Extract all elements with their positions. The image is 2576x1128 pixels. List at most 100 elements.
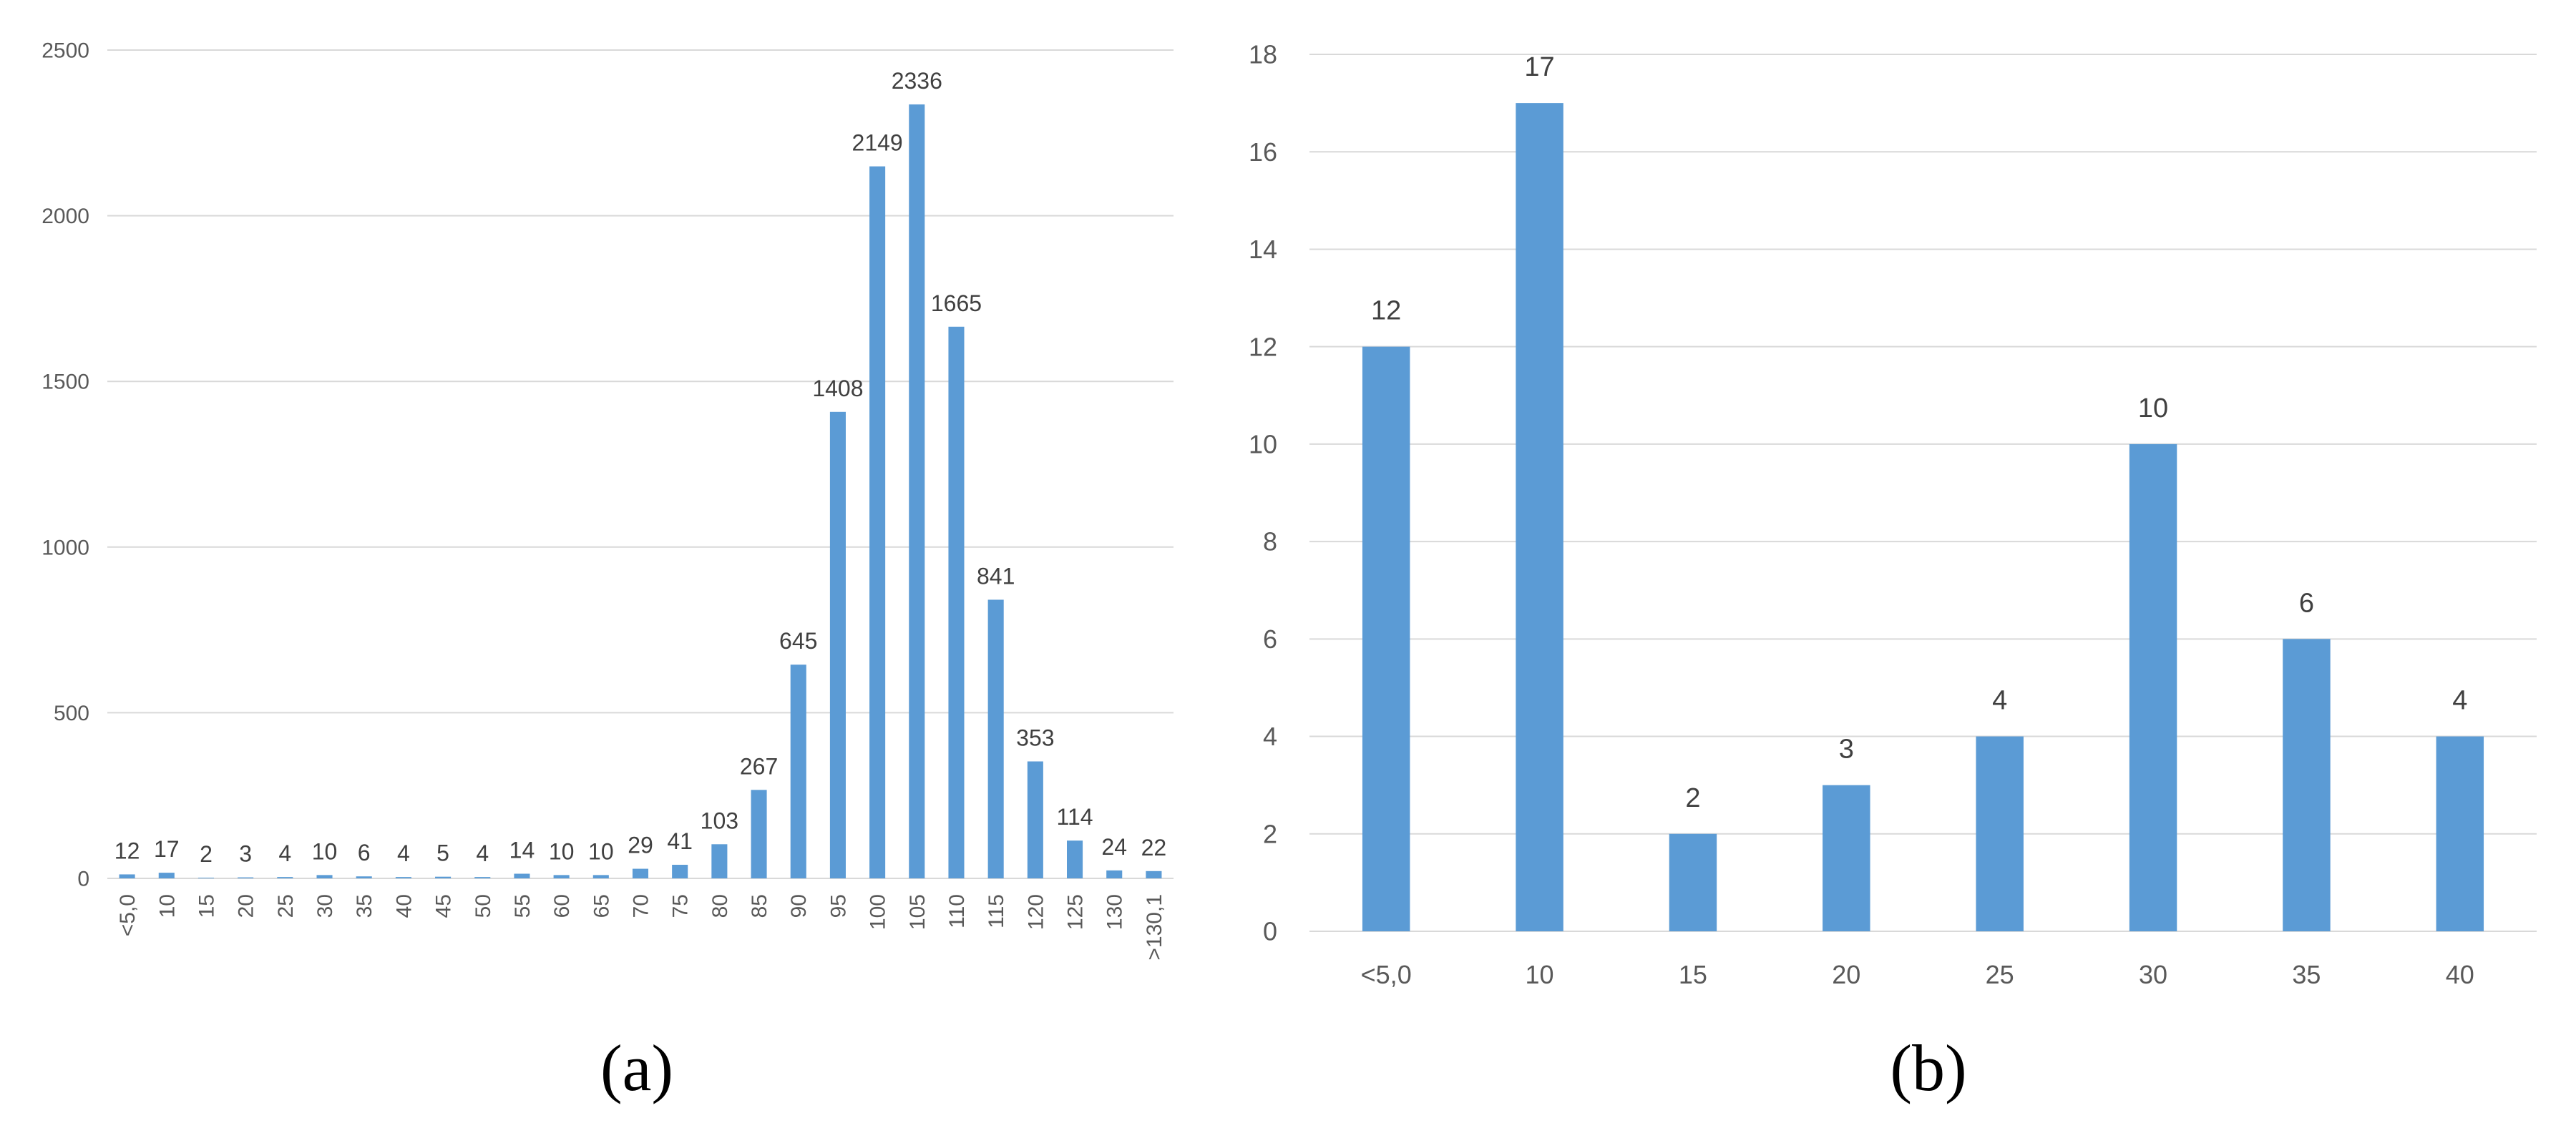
bar (2436, 736, 2484, 931)
histogram-chart-b: 0 2 4 6 8 10 12 14 16 18 12 <5,0 17 10 2 15 3 20 4 25 10 30 6 3… (1209, 0, 2576, 1128)
data-label: 2 (200, 841, 213, 867)
y-tick-label: 500 (54, 702, 89, 725)
data-label: 17 (154, 836, 180, 862)
y-tick-label: 10 (1249, 429, 1277, 458)
x-tick-label: 100 (867, 894, 890, 930)
data-label: 10 (312, 838, 338, 864)
bar (356, 876, 372, 878)
x-tick-label: 85 (748, 894, 771, 918)
x-tick-label: 90 (787, 894, 811, 918)
data-label: 2 (1685, 783, 1700, 813)
x-tick-label: 40 (392, 894, 416, 918)
data-label: 17 (1524, 52, 1554, 82)
x-tick-label: 115 (985, 894, 1008, 928)
x-tick-label: 130 (1103, 894, 1127, 930)
x-tick-label: 45 (432, 894, 456, 918)
x-tick-label: 30 (2139, 960, 2167, 989)
bar (119, 874, 135, 878)
x-tick-label: 15 (195, 894, 218, 918)
data-label: 114 (1057, 804, 1093, 830)
x-tick-label: 65 (590, 894, 613, 918)
bar (1976, 736, 2024, 931)
bar (277, 877, 293, 878)
caption-b: (b) (1890, 1031, 1967, 1104)
x-tick-label: 50 (472, 894, 495, 918)
data-label: 6 (358, 840, 371, 865)
x-tick-label: 40 (2446, 960, 2474, 989)
bar (435, 876, 452, 878)
data-label: 12 (1371, 296, 1401, 326)
x-tick-label: 30 (313, 894, 337, 918)
y-tick-label: 18 (1249, 40, 1277, 69)
x-tick-label: 20 (235, 894, 258, 918)
bar (1106, 870, 1123, 878)
data-label: 2149 (852, 130, 903, 156)
data-label: 4 (278, 840, 291, 866)
bar (592, 875, 609, 878)
x-tick-label: 60 (550, 894, 574, 918)
bar (2283, 639, 2331, 931)
x-tick-label: 25 (274, 894, 298, 918)
x-tick-label: >130,1 (1143, 894, 1166, 961)
y-tick-label: 2 (1263, 819, 1277, 848)
data-label: 103 (701, 808, 738, 833)
data-label: 10 (2138, 393, 2168, 423)
bar (632, 868, 649, 878)
data-label: 14 (509, 838, 535, 863)
x-tick-label: 75 (669, 894, 693, 918)
y-tick-label: 1000 (42, 536, 89, 559)
x-tick-label: 95 (826, 894, 850, 918)
data-label: 841 (977, 563, 1015, 589)
y-tick-label: 4 (1263, 722, 1277, 751)
x-tick-label: 10 (155, 894, 179, 918)
data-label: 1408 (812, 376, 863, 401)
chart-b-plot: 0 2 4 6 8 10 12 14 16 18 12 <5,0 17 10 2 15 3 20 4 25 10 30 6 3… (1249, 40, 2537, 989)
x-tick-label: 25 (1986, 960, 2014, 989)
data-label: 6 (2299, 588, 2314, 618)
y-tick-label: 2500 (42, 39, 89, 63)
y-tick-label: 2000 (42, 205, 89, 228)
bar (948, 326, 965, 879)
x-tick-label: 125 (1064, 894, 1088, 930)
bar (1067, 840, 1083, 878)
data-label: 3 (1839, 735, 1854, 765)
bar (987, 599, 1004, 878)
data-label: 3 (239, 841, 252, 867)
data-label: 10 (549, 838, 575, 864)
y-tick-label: 1500 (42, 371, 89, 394)
bar (158, 873, 175, 878)
data-label: 4 (2452, 686, 2467, 716)
y-tick-label: 0 (1263, 917, 1277, 946)
data-label: 1665 (931, 290, 982, 316)
bar (751, 790, 767, 878)
bar (711, 844, 728, 878)
y-tick-label: 6 (1263, 624, 1277, 654)
bar (1669, 833, 1717, 931)
x-tick-label: 15 (1679, 960, 1707, 989)
x-tick-label: 35 (2292, 960, 2321, 989)
data-label: 4 (1992, 686, 2007, 716)
x-tick-label: 120 (1024, 894, 1048, 930)
x-tick-label: 10 (1526, 960, 1554, 989)
x-tick-label: 105 (906, 894, 930, 930)
x-tick-label: <5,0 (1361, 960, 1412, 989)
bar (2129, 443, 2177, 931)
bar (474, 877, 491, 878)
data-label: 267 (740, 753, 778, 779)
bar (395, 877, 411, 878)
bar (790, 664, 806, 878)
x-tick-label: 80 (708, 894, 732, 918)
caption-a: (a) (600, 1031, 674, 1104)
y-tick-label: 0 (77, 868, 89, 891)
bar (1027, 761, 1043, 878)
data-label: 2336 (892, 68, 942, 94)
data-label: 645 (779, 628, 817, 654)
data-label: 353 (1016, 725, 1054, 750)
bar (514, 873, 530, 878)
data-label: 29 (628, 833, 653, 858)
y-tick-label: 14 (1249, 235, 1277, 264)
bar (1146, 870, 1162, 878)
bar (1516, 103, 1563, 932)
bar (909, 104, 925, 878)
data-label: 22 (1141, 835, 1167, 860)
